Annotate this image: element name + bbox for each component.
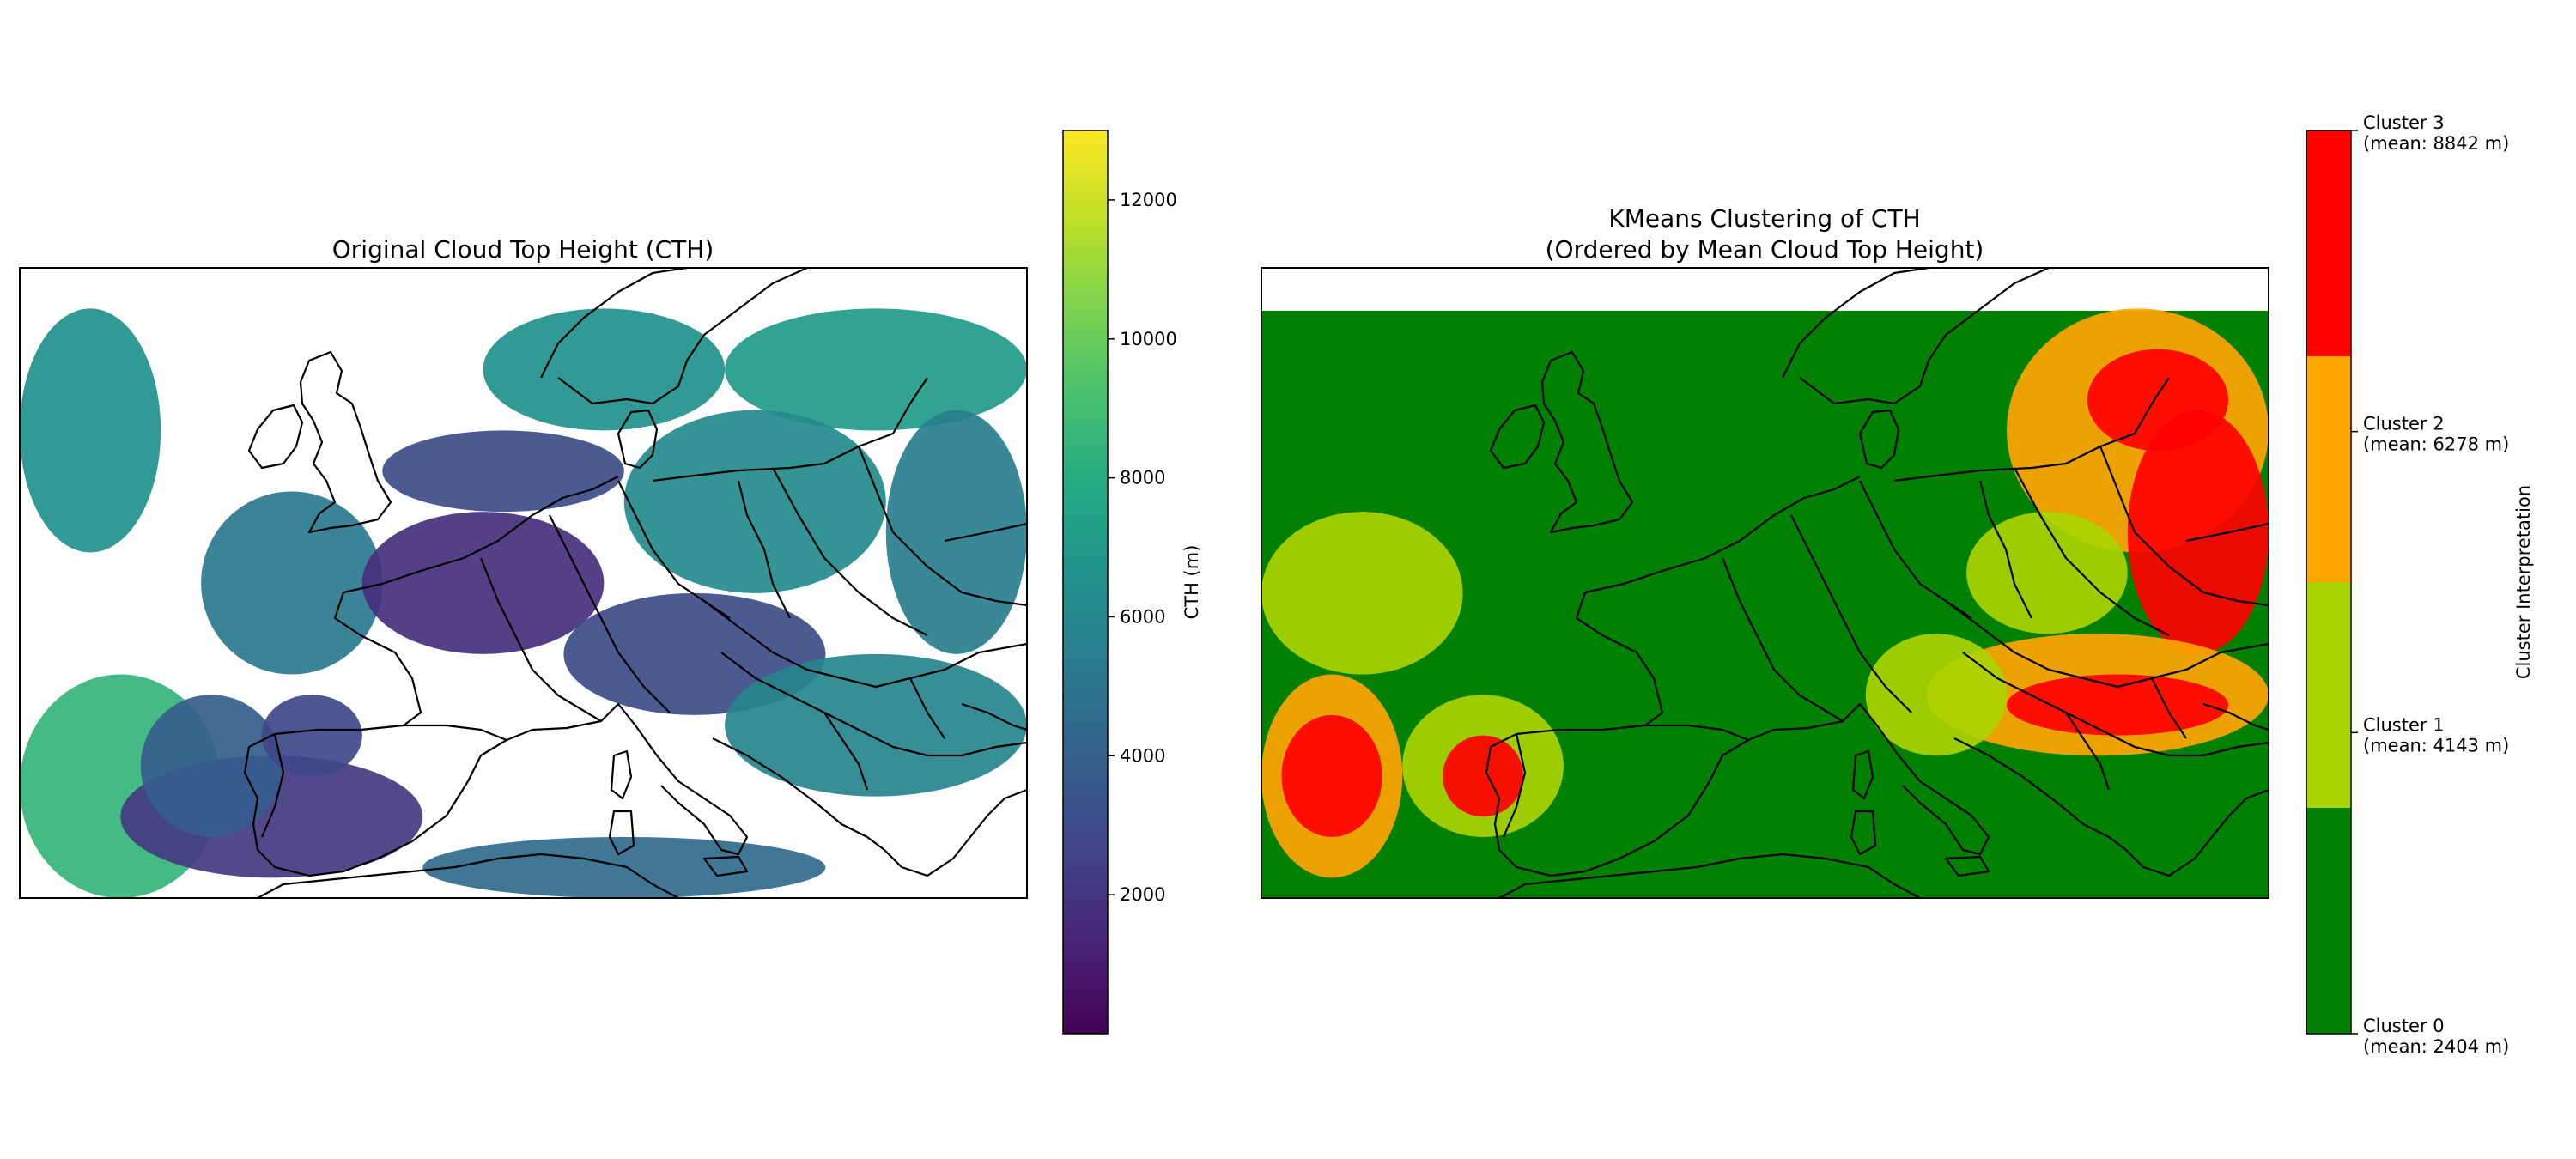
cth-colorbar-tick-label: 2000	[1120, 884, 1165, 905]
cth-colorbar-tick-label: 8000	[1120, 468, 1165, 488]
kmeans-title-line-1: KMeans Clustering of CTH	[1608, 204, 1920, 233]
kmeans-colorbar-label: Cluster Interpretation	[2513, 485, 2534, 679]
cth-colorbar: 2000 4000 6000 8000 10000 12000 CTH (m)	[1062, 130, 1202, 1035]
cth-colorbar-gradient	[1062, 130, 1109, 1035]
cth-colorbar-tick-label: 12000	[1120, 190, 1177, 210]
cth-region-13	[725, 653, 1027, 797]
kmeans-colorbar: Cluster 0 (mean: 2404 m) Cluster 1 (mean: 4…	[2306, 112, 2534, 1057]
cth-region-10	[623, 410, 886, 593]
kmeans-region-2	[1281, 714, 1382, 837]
kmeans-colorbar-segment-cluster-2	[2306, 356, 2351, 582]
kmeans-colorbar-frame	[2306, 130, 2352, 1035]
kmeans-colorbar-segment-cluster-3	[2306, 130, 2351, 356]
kmeans-colorbar-tick-label: Cluster 0 (mean: 2404 m)	[2363, 1016, 2509, 1057]
kmeans-region-8	[1966, 512, 2128, 634]
cth-region-4	[261, 695, 362, 776]
kmeans-region-11	[1865, 634, 2008, 756]
kmeans-region-4	[1443, 735, 1523, 817]
cth-region-7	[382, 430, 624, 513]
cth-region-0	[20, 308, 161, 553]
kmeans-title-line-2: (Ordered by Mean Cloud Top Height)	[1546, 235, 1984, 264]
kmeans-colorbar-tick-label: Cluster 3 (mean: 8842 m)	[2363, 112, 2509, 154]
kmeans-colorbar-segment-cluster-1	[2306, 582, 2351, 808]
cth-title: Original Cloud Top Height (CTH)	[332, 235, 714, 264]
kmeans-region-7	[2127, 410, 2269, 654]
cth-region-11	[885, 410, 1027, 654]
kmeans-colorbar-tick-label: Cluster 2 (mean: 6278 m)	[2363, 414, 2509, 455]
cth-region-6	[361, 512, 605, 654]
kmeans-region-10	[2007, 674, 2229, 736]
cth-region-8	[483, 308, 726, 431]
cth-region-5	[201, 491, 383, 675]
cth-panel: Original Cloud Top Height (CTH) 2000 4000…	[19, 130, 1202, 1035]
cth-colorbar-tick-label: 10000	[1120, 329, 1177, 349]
cth-colorbar-tick-label: 4000	[1120, 745, 1165, 766]
cth-colorbar-label: CTH (m)	[1182, 545, 1202, 620]
kmeans-colorbar-tick-label: Cluster 1 (mean: 4143 m)	[2363, 714, 2509, 755]
cth-map-frame	[19, 267, 1028, 899]
cth-region-9	[725, 308, 1027, 431]
kmeans-panel: KMeans Clustering of CTH (Ordered by Mea…	[1261, 112, 2534, 1057]
kmeans-colorbar-segment-cluster-0	[2306, 808, 2351, 1034]
cth-region-14	[422, 836, 826, 898]
kmeans-map	[1261, 268, 2269, 898]
cth-region-3	[140, 695, 282, 837]
kmeans-map-frame	[1261, 267, 2269, 899]
cth-colorbar-tick-label: 6000	[1120, 606, 1165, 627]
cth-map	[20, 268, 1027, 898]
kmeans-region-0	[1261, 512, 1463, 675]
